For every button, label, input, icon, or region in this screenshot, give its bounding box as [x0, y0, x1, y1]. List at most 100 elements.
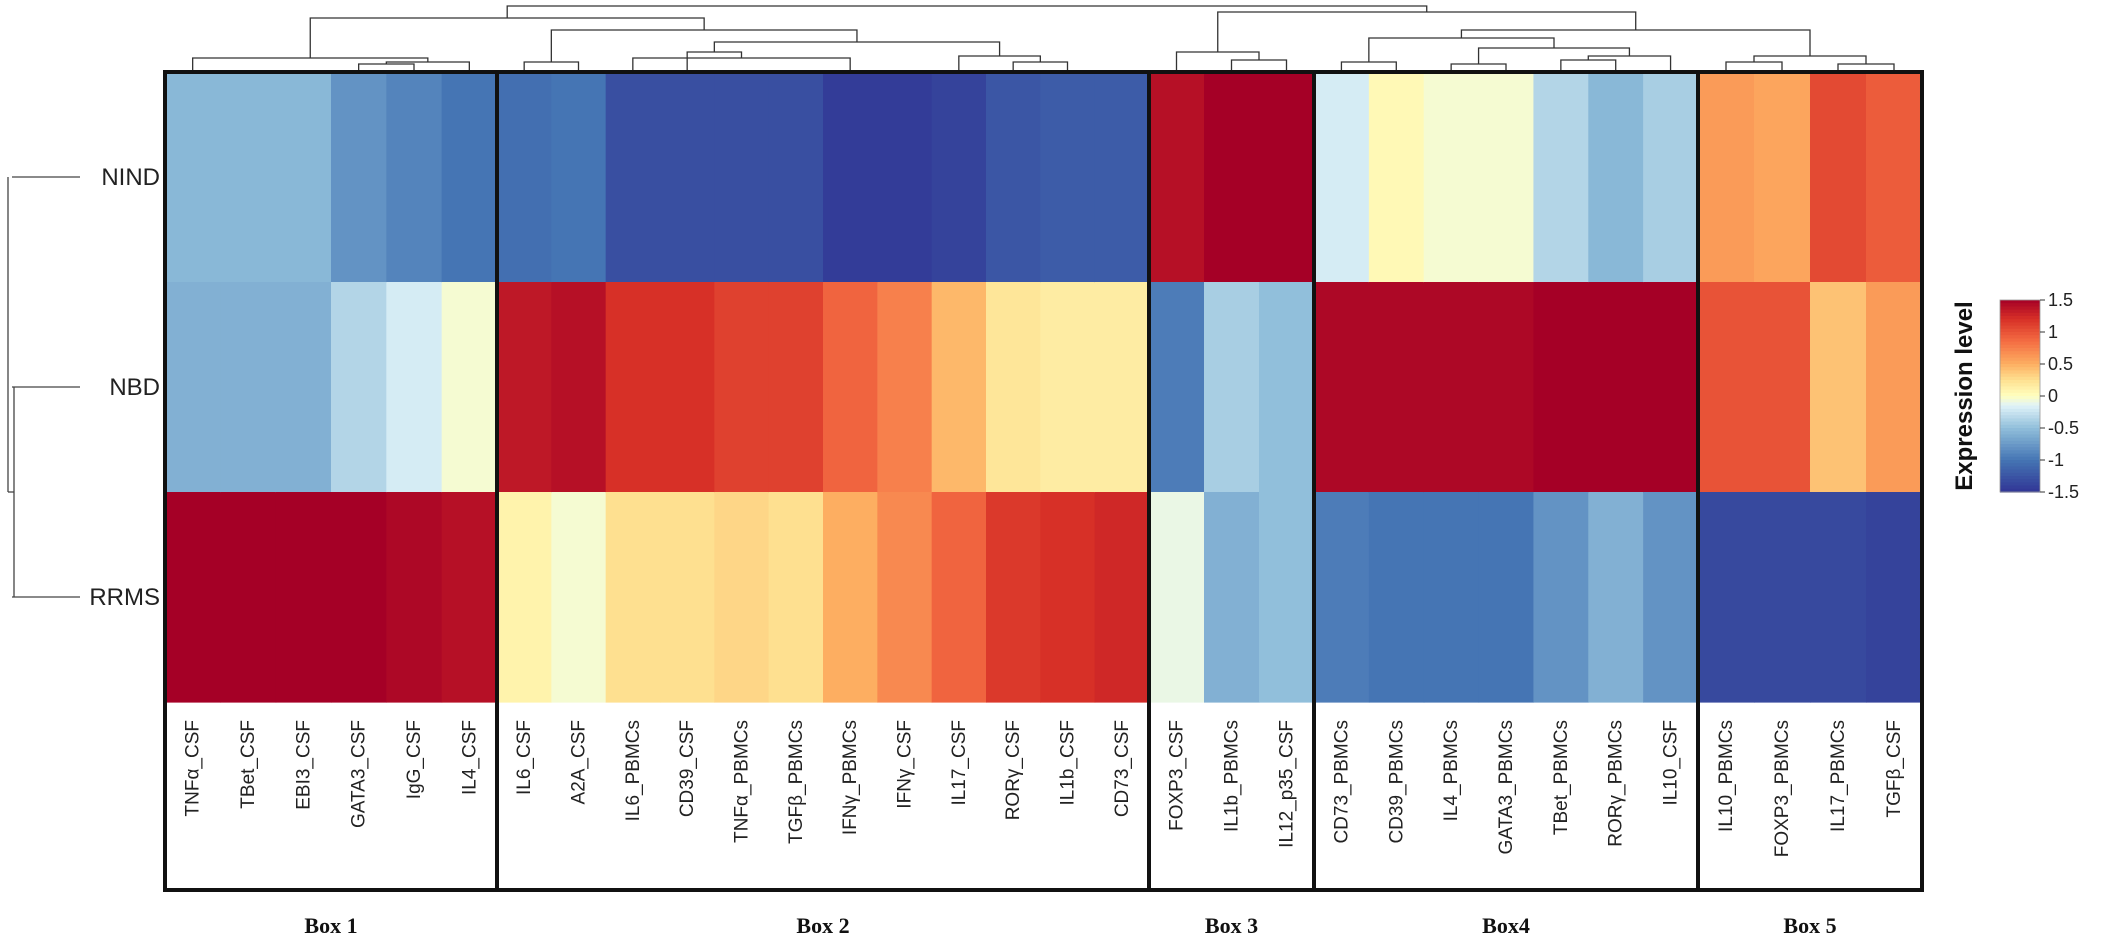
legend-gradient-step — [2000, 364, 2040, 368]
heatmap-cell — [1368, 72, 1425, 283]
heatmap-cell — [441, 492, 498, 703]
column-label: IL4_PBMCs — [1441, 720, 1462, 821]
legend-gradient-step — [2000, 309, 2040, 314]
heatmap-cell — [331, 72, 387, 283]
dendrogram-link — [1368, 37, 1555, 62]
dendrogram-link — [1450, 63, 1507, 70]
legend-gradient-step — [2000, 450, 2040, 455]
legend-gradient-step — [2000, 412, 2040, 416]
legend-gradient-step — [2000, 440, 2040, 445]
legend-gradient-step — [2000, 418, 2040, 423]
heatmap-cell — [986, 282, 1041, 493]
legend-gradient-step — [2000, 376, 2040, 381]
column-label: IFNγ_CSF — [895, 720, 916, 809]
column-label: GATA3_PBMCs — [1496, 720, 1517, 854]
legend-gradient-step — [2000, 312, 2040, 317]
legend-gradient-step — [2000, 456, 2040, 461]
column-label: TBet_CSF — [238, 720, 259, 809]
heatmap-cell — [1149, 492, 1205, 703]
legend-gradient-step — [2000, 479, 2040, 483]
heatmap-cell — [497, 72, 552, 283]
heatmap-cell — [768, 282, 824, 493]
heatmap-cell — [220, 282, 277, 493]
dendrogram-link — [1837, 63, 1895, 70]
heatmap-cell — [1094, 282, 1150, 493]
heatmap-cell — [1040, 492, 1096, 703]
column-label: IL6_CSF — [514, 720, 535, 795]
heatmap-cell — [1810, 492, 1867, 703]
box-label: Box 1 — [304, 913, 357, 938]
heatmap-cell — [497, 282, 552, 493]
legend-gradient-step — [2000, 367, 2040, 371]
legend-gradient-step — [2000, 357, 2040, 362]
row-label-rrms: RRMS — [89, 584, 160, 611]
legend-gradient-step — [2000, 469, 2040, 474]
legend-gradient-step — [2000, 370, 2040, 375]
heatmap-cell — [1368, 282, 1425, 493]
legend-gradient-step — [2000, 482, 2040, 487]
legend-gradient-step — [2000, 328, 2040, 333]
column-label: TNFα_PBMCs — [732, 720, 753, 843]
column-label: IFNγ_PBMCs — [840, 720, 861, 835]
legend-tick-label: -1.5 — [2048, 482, 2079, 502]
column-label: IL17_PBMCs — [1828, 720, 1849, 832]
legend-gradient-step — [2000, 338, 2040, 343]
box-label: Box 2 — [796, 913, 849, 938]
heatmap-cell — [1478, 72, 1535, 283]
legend: 1.5 1 0.5 0 -0.5 -1 -1.5 Expression level — [1951, 290, 2079, 502]
heatmap-cell — [1866, 492, 1923, 703]
heatmap-cell — [1643, 72, 1699, 283]
heatmap-cell — [605, 72, 661, 283]
legend-gradient-step — [2000, 335, 2040, 339]
legend-gradient-step — [2000, 444, 2040, 448]
legend-gradient-step — [2000, 437, 2040, 442]
heatmap-cell — [823, 492, 878, 703]
column-label: GATA3_CSF — [349, 720, 370, 828]
heatmap-cell — [1810, 282, 1867, 493]
box-1: TNFα_CSF TBet_CSF EBI3_CSF GATA3_CSF IgG_CSF… — [163, 70, 499, 938]
legend-gradient-step — [2000, 354, 2040, 359]
dendrogram-link — [1175, 51, 1260, 70]
column-label: FOXP3_PBMCs — [1772, 720, 1793, 857]
heatmap-cell — [165, 72, 221, 283]
legend-gradient-step — [2000, 428, 2040, 432]
legend-gradient-step — [2000, 466, 2040, 471]
legend-gradient-step — [2000, 408, 2040, 413]
heatmap-cell — [551, 72, 607, 283]
heatmap-cell — [1866, 282, 1923, 493]
heatmap-cell — [551, 282, 607, 493]
legend-gradient-step — [2000, 386, 2040, 391]
heatmap-cell — [275, 72, 332, 283]
heatmap-cell — [1754, 72, 1811, 283]
box-4: CD73_PBMCs CD39_PBMCs IL4_PBMCs GATA3_PBMCs… — [1312, 70, 1700, 938]
heatmap-cell — [986, 72, 1041, 283]
heatmap-cell — [1533, 72, 1589, 283]
legend-gradient-step — [2000, 389, 2040, 394]
legend-gradient-step — [2000, 360, 2040, 365]
legend-gradient-step — [2000, 415, 2040, 419]
legend-gradient-step — [2000, 460, 2040, 464]
heatmap-cell — [877, 282, 933, 493]
legend-title: Expression level — [1951, 301, 1978, 490]
legend-gradient-step — [2000, 485, 2040, 490]
column-label: TGFβ_PBMCs — [786, 720, 807, 844]
heatmap-cell — [931, 492, 987, 703]
dendrogram-link — [309, 17, 705, 58]
legend-gradient-step — [2000, 325, 2040, 330]
heatmap-cell — [1643, 492, 1699, 703]
box-5: IL10_PBMCs FOXP3_PBMCs IL17_PBMCs TGFβ_CSF B… — [1696, 70, 1924, 938]
heatmap-cell — [1866, 72, 1923, 283]
heatmap-cell — [823, 282, 878, 493]
heatmap-cell — [1259, 492, 1315, 703]
heatmap-cell — [1314, 72, 1370, 283]
heatmap-cell — [1698, 492, 1755, 703]
legend-gradient-step — [2000, 472, 2040, 477]
column-label: RORγ_CSF — [1003, 720, 1024, 820]
heatmap-cell — [931, 72, 987, 283]
dendrogram-link — [686, 51, 743, 70]
column-label: IL10_CSF — [1661, 720, 1682, 806]
heatmap-cell — [986, 492, 1041, 703]
heatmap-cell — [660, 492, 715, 703]
heatmap-cell — [877, 72, 933, 283]
